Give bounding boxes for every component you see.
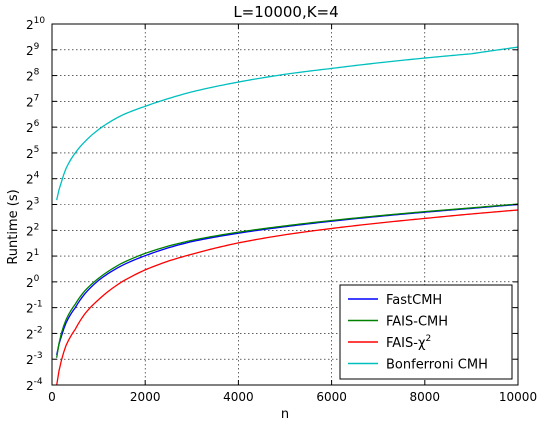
y-tick-exponent: 1 xyxy=(34,248,40,258)
y-tick-label: 2-3 xyxy=(26,351,43,367)
y-tick-label: 26 xyxy=(26,119,40,135)
y-tick-base: 2 xyxy=(26,276,34,290)
x-axis-ticks: 0 2000 4000 6000 8000 10000 xyxy=(48,24,537,404)
y-tick-exponent: 8 xyxy=(34,68,40,78)
y-tick-base: 2 xyxy=(26,70,34,84)
x-tick-label: 0 xyxy=(48,390,56,404)
y-tick-label: 210 xyxy=(26,16,45,32)
x-tick-label: 10000 xyxy=(499,390,537,404)
x-tick-label: 4000 xyxy=(223,390,254,404)
y-tick-label: 27 xyxy=(26,93,39,109)
chart-title: L=10000,K=4 xyxy=(233,3,338,21)
y-tick-label: 2-2 xyxy=(26,325,43,341)
y-tick-exponent: 10 xyxy=(34,16,46,26)
y-tick-base: 2 xyxy=(26,44,34,58)
y-tick-label: 25 xyxy=(26,145,39,161)
y-tick-exponent: -2 xyxy=(34,325,43,335)
y-tick-exponent: 5 xyxy=(34,145,40,155)
y-tick-base: 2 xyxy=(26,95,34,109)
y-tick-base: 2 xyxy=(26,18,34,32)
y-tick-base: 2 xyxy=(26,199,34,213)
y-tick-exponent: 9 xyxy=(34,42,40,52)
legend-name: FastCMH xyxy=(386,293,442,308)
y-tick-base: 2 xyxy=(26,147,34,161)
series-line-1 xyxy=(56,203,519,358)
y-tick-base: 2 xyxy=(26,327,34,341)
legend-label: FAIS-CMH xyxy=(386,315,448,330)
y-tick-exponent: 0 xyxy=(34,274,40,284)
y-tick-base: 2 xyxy=(26,224,34,238)
y-tick-label: 2-4 xyxy=(26,377,43,393)
series-line-2 xyxy=(56,209,519,386)
legend-name: FAIS-CMH xyxy=(386,315,448,330)
x-axis-label: n xyxy=(281,407,289,422)
y-tick-label: 21 xyxy=(26,248,39,264)
y-tick-exponent: -3 xyxy=(34,351,43,361)
legend-name: FAIS-χ xyxy=(386,336,426,351)
y-axis-label: Runtime (s) xyxy=(6,189,21,264)
x-tick-label: 2000 xyxy=(130,390,161,404)
y-tick-exponent: -1 xyxy=(34,300,43,310)
y-tick-label: 2-1 xyxy=(26,300,43,316)
legend-name: Bonferroni CMH xyxy=(386,358,488,373)
y-tick-base: 2 xyxy=(26,250,34,264)
y-tick-label: 20 xyxy=(26,274,40,290)
legend-label: FastCMH xyxy=(386,293,442,308)
legend-label: FAIS-χ2 xyxy=(386,334,431,351)
legend-name-sup: 2 xyxy=(425,334,431,344)
y-tick-exponent: 7 xyxy=(34,93,40,103)
y-tick-exponent: 2 xyxy=(34,222,40,232)
y-tick-base: 2 xyxy=(26,173,34,187)
y-tick-label: 28 xyxy=(26,68,40,84)
y-tick-exponent: 3 xyxy=(34,197,40,207)
y-tick-exponent: -4 xyxy=(34,377,43,387)
y-tick-label: 29 xyxy=(26,42,40,58)
y-tick-base: 2 xyxy=(26,302,34,316)
y-tick-base: 2 xyxy=(26,379,34,393)
y-tick-label: 22 xyxy=(26,222,39,238)
y-tick-base: 2 xyxy=(26,353,34,367)
y-tick-base: 2 xyxy=(26,121,34,135)
series-lines xyxy=(56,46,519,386)
y-tick-label: 24 xyxy=(26,171,40,187)
y-tick-label: 23 xyxy=(26,197,39,213)
legend-label: Bonferroni CMH xyxy=(386,358,488,373)
x-tick-label: 6000 xyxy=(316,390,347,404)
legend: FastCMH FAIS-CMH FAIS-χ2 Bonferroni CMH xyxy=(339,284,513,380)
y-tick-exponent: 4 xyxy=(34,171,40,181)
y-tick-exponent: 6 xyxy=(34,119,40,129)
x-tick-label: 8000 xyxy=(410,390,441,404)
series-line-3 xyxy=(56,46,519,201)
